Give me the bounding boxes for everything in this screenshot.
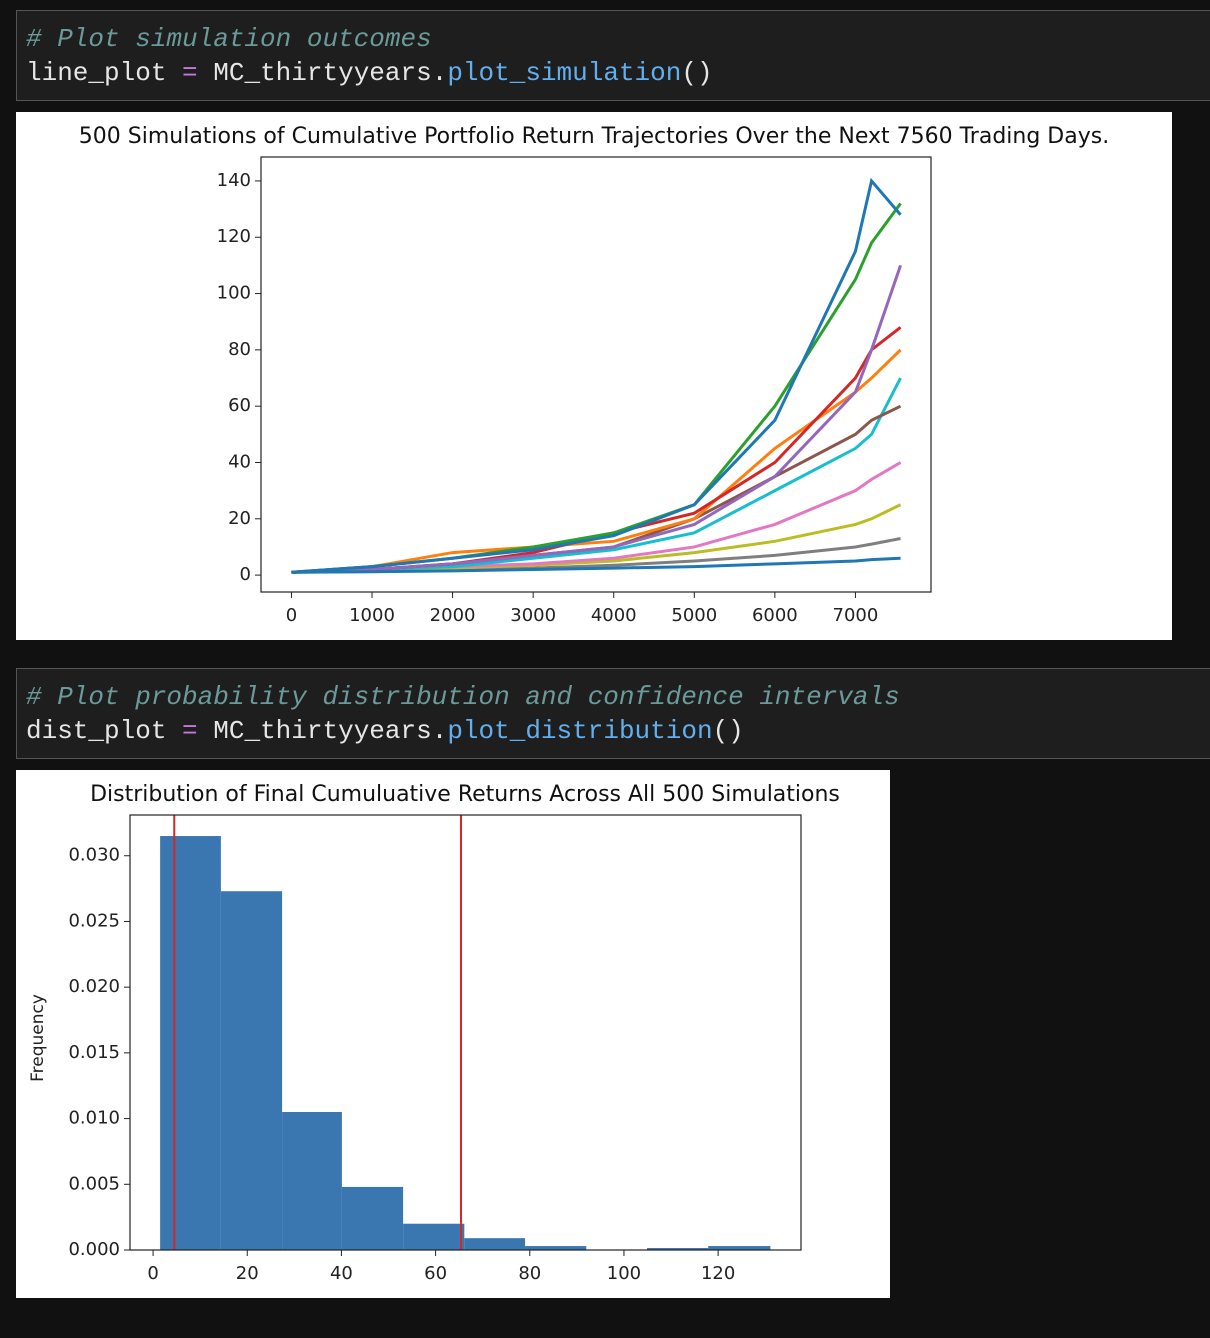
simulation-line bbox=[291, 177, 902, 574]
y-tick-label: 140 bbox=[217, 170, 251, 191]
y-tick-label: 100 bbox=[217, 283, 251, 304]
x-tick-label: 3000 bbox=[510, 605, 556, 626]
bar bbox=[525, 1246, 587, 1250]
chart-title: Distribution of Final Cumuluative Return… bbox=[90, 782, 840, 807]
code-line: line_plot = MC_thirtyyears.plot_simulati… bbox=[26, 58, 713, 88]
y-tick-label: 0.030 bbox=[68, 845, 120, 866]
bar bbox=[708, 1246, 771, 1250]
chart-title: 500 Simulations of Cumulative Portfolio … bbox=[79, 124, 1109, 149]
y-tick-label: 120 bbox=[217, 226, 251, 247]
y-tick-label: 0.015 bbox=[68, 1042, 120, 1063]
x-tick-label: 6000 bbox=[752, 605, 798, 626]
y-tick-label: 0.010 bbox=[68, 1108, 120, 1129]
x-tick-label: 100 bbox=[607, 1263, 641, 1284]
x-tick-label: 20 bbox=[236, 1263, 259, 1284]
axes-frame bbox=[129, 814, 802, 1251]
code-line: dist_plot = MC_thirtyyears.plot_distribu… bbox=[26, 716, 744, 746]
x-tick-label: 0 bbox=[286, 605, 297, 626]
bar bbox=[282, 1112, 342, 1250]
x-tick-label: 40 bbox=[330, 1263, 353, 1284]
code-cell[interactable] bbox=[16, 10, 1210, 101]
token: = bbox=[182, 58, 198, 88]
y-tick-label: 0.025 bbox=[68, 910, 120, 931]
x-tick-label: 2000 bbox=[430, 605, 476, 626]
y-tick-label: 20 bbox=[228, 508, 251, 529]
y-tick-label: 0.000 bbox=[68, 1239, 120, 1260]
x-tick-label: 4000 bbox=[591, 605, 637, 626]
simulation-line bbox=[291, 348, 902, 574]
x-tick-label: 7000 bbox=[833, 605, 879, 626]
bar bbox=[647, 1248, 709, 1250]
token: MC_thirtyyears. bbox=[213, 716, 447, 746]
bar bbox=[220, 891, 283, 1250]
token: () bbox=[681, 58, 712, 88]
token: plot_simulation bbox=[447, 58, 681, 88]
axes-frame bbox=[260, 156, 932, 593]
y-tick-label: 0 bbox=[240, 564, 251, 585]
y-axis-label: Frequency bbox=[28, 994, 48, 1082]
bar bbox=[403, 1223, 465, 1250]
bar bbox=[160, 836, 221, 1250]
x-tick-label: 0 bbox=[147, 1263, 158, 1284]
x-tick-label: 1000 bbox=[349, 605, 395, 626]
simulation-line bbox=[291, 556, 901, 574]
simulation-line bbox=[291, 264, 902, 574]
token: = bbox=[182, 716, 198, 746]
y-tick-label: 40 bbox=[228, 451, 251, 472]
y-tick-label: 80 bbox=[228, 339, 251, 360]
y-tick-label: 0.020 bbox=[68, 976, 120, 997]
x-tick-label: 120 bbox=[701, 1263, 735, 1284]
x-tick-label: 80 bbox=[518, 1263, 541, 1284]
bar bbox=[464, 1238, 526, 1250]
output bbox=[16, 770, 890, 1298]
code-comment: # Plot simulation outcomes bbox=[26, 24, 432, 54]
token: MC_thirtyyears. bbox=[213, 58, 447, 88]
token: dist_plot bbox=[26, 716, 166, 746]
x-tick-label: 60 bbox=[424, 1263, 447, 1284]
token: line_plot bbox=[26, 58, 166, 88]
code-comment: # Plot probability distribution and conf… bbox=[26, 682, 900, 712]
x-tick-label: 5000 bbox=[671, 605, 717, 626]
y-tick-label: 60 bbox=[228, 395, 251, 416]
code-cell[interactable] bbox=[16, 668, 1210, 759]
y-tick-label: 0.005 bbox=[68, 1173, 120, 1194]
token: plot_distribution bbox=[447, 716, 712, 746]
bar bbox=[341, 1186, 404, 1250]
token: () bbox=[713, 716, 744, 746]
